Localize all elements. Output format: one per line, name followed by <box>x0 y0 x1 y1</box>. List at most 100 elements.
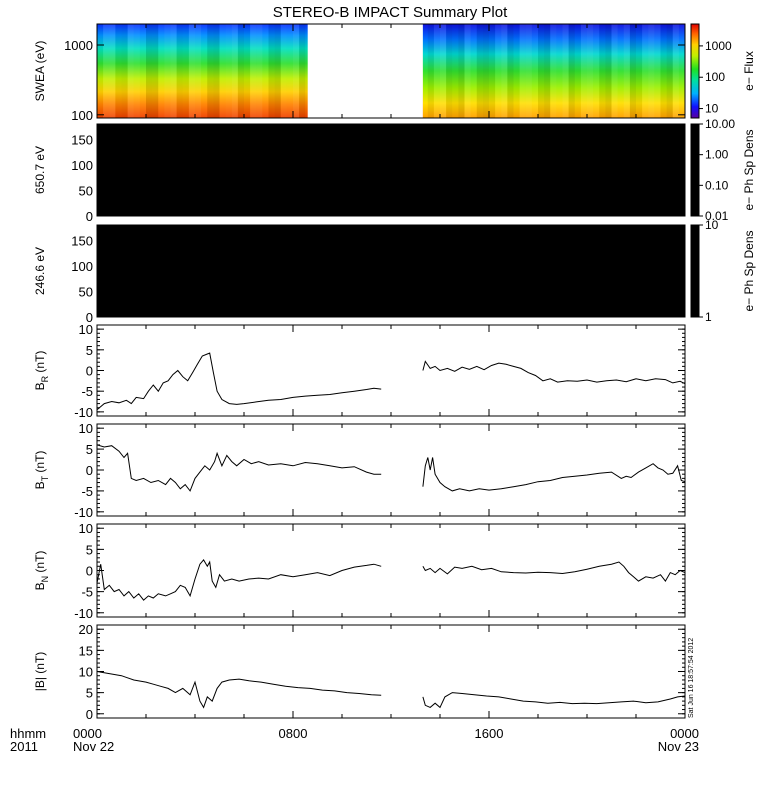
panel-frame <box>96 224 686 318</box>
y-axis-label: SWEA (eV) <box>33 41 47 102</box>
swea-texture <box>231 24 238 118</box>
swea-texture <box>568 24 575 118</box>
colorbar-label: e− Flux <box>742 51 756 91</box>
x-tick-label: 0800 <box>279 726 308 741</box>
swea-texture <box>672 24 679 118</box>
swea-texture <box>201 24 208 118</box>
colorbar-tick-label: 0.01 <box>705 209 729 223</box>
series-line <box>422 360 686 385</box>
colorbar <box>690 123 700 217</box>
y-tick-label: 0 <box>86 564 93 579</box>
swea-texture <box>678 24 685 118</box>
swea-texture <box>574 24 581 118</box>
swea-texture <box>489 24 496 118</box>
y-tick-label: -10 <box>74 505 93 520</box>
swea-texture <box>195 24 202 118</box>
colorbar-tick-label: 1 <box>705 310 712 324</box>
swea-texture <box>109 24 116 118</box>
panel-pad246: 1 10 e− Ph Sp Dens 0 50 100 150 246.6 eV <box>33 218 756 325</box>
y-tick-label: -5 <box>81 484 93 499</box>
swea-spectrogram-fill-late <box>422 24 685 118</box>
y-tick-label: 0 <box>86 209 93 224</box>
swea-texture <box>299 24 306 118</box>
swea-texture <box>538 24 545 118</box>
swea-texture <box>427 24 434 118</box>
y-tick-label: -10 <box>74 606 93 621</box>
panel-frame <box>96 624 686 719</box>
swea-texture <box>280 24 287 118</box>
colorbar-tick-label: 10.00 <box>705 117 735 131</box>
y-tick-label: 0 <box>86 707 93 722</box>
swea-texture <box>121 24 128 118</box>
series-line <box>96 352 382 411</box>
swea-texture <box>268 24 275 118</box>
swea-texture <box>97 24 104 118</box>
swea-texture <box>587 24 594 118</box>
swea-texture <box>544 24 551 118</box>
swea-texture <box>519 24 526 118</box>
swea-texture <box>562 24 569 118</box>
y-axis-label: BT (nT) <box>33 451 50 490</box>
y-tick-label: -5 <box>81 585 93 600</box>
y-tick-label: 10 <box>79 521 93 536</box>
y-tick-label: 150 <box>71 132 93 147</box>
swea-texture <box>133 24 140 118</box>
colorbar <box>690 224 700 318</box>
y-tick-label: 15 <box>79 643 93 658</box>
swea-texture <box>531 24 538 118</box>
x-tick-label: 1600 <box>475 726 504 741</box>
swea-texture <box>115 24 122 118</box>
swea-texture <box>623 24 630 118</box>
swea-texture <box>286 24 293 118</box>
swea-texture <box>152 24 159 118</box>
series-line <box>422 561 686 582</box>
swea-texture <box>458 24 465 118</box>
series-line <box>96 444 382 492</box>
panel-br: -10 -5 0 5 10 BR (nT) <box>33 322 686 420</box>
swea-texture <box>629 24 636 118</box>
y-tick-label: 50 <box>79 284 93 299</box>
swea-texture <box>464 24 471 118</box>
swea-texture <box>433 24 440 118</box>
swea-texture <box>556 24 563 118</box>
colorbar-tick-label: 100 <box>705 70 725 84</box>
y-tick-label: 100 <box>71 259 93 274</box>
plot-title: STEREO-B IMPACT Summary Plot <box>273 4 508 21</box>
footer-hhmm: hhmm <box>10 726 46 741</box>
swea-texture <box>482 24 489 118</box>
y-tick-label: -10 <box>74 405 93 420</box>
swea-texture <box>654 24 661 118</box>
y-tick-label: 100 <box>71 158 93 173</box>
swea-texture <box>262 24 269 118</box>
swea-texture <box>158 24 165 118</box>
swea-texture <box>550 24 557 118</box>
y-tick-label: 5 <box>86 686 93 701</box>
swea-texture <box>188 24 195 118</box>
x-tick-label: 0000 <box>73 726 102 741</box>
series-line <box>422 692 686 709</box>
swea-texture <box>446 24 453 118</box>
swea-texture <box>207 24 214 118</box>
panel-frame <box>96 123 686 217</box>
swea-texture <box>501 24 508 118</box>
swea-texture <box>580 24 587 118</box>
swea-texture <box>648 24 655 118</box>
series-line <box>422 457 686 492</box>
colorbar-tick-label: 0.10 <box>705 178 729 192</box>
y-tick-label: 100 <box>71 108 93 123</box>
colorbar-tick-label: 10 <box>705 102 719 116</box>
swea-texture <box>660 24 667 118</box>
swea-texture <box>176 24 183 118</box>
y-tick-label: 20 <box>79 622 93 637</box>
panel-frame <box>96 23 686 119</box>
colorbar <box>690 23 700 119</box>
swea-texture <box>244 24 251 118</box>
swea-texture <box>593 24 600 118</box>
y-tick-label: -5 <box>81 384 93 399</box>
swea-texture <box>611 24 618 118</box>
footer-year: 2011 <box>10 739 38 754</box>
colorbar-tick-label: 1000 <box>705 39 732 53</box>
y-tick-label: 5 <box>86 542 93 557</box>
colorbar-tick-label: 10 <box>705 218 719 232</box>
